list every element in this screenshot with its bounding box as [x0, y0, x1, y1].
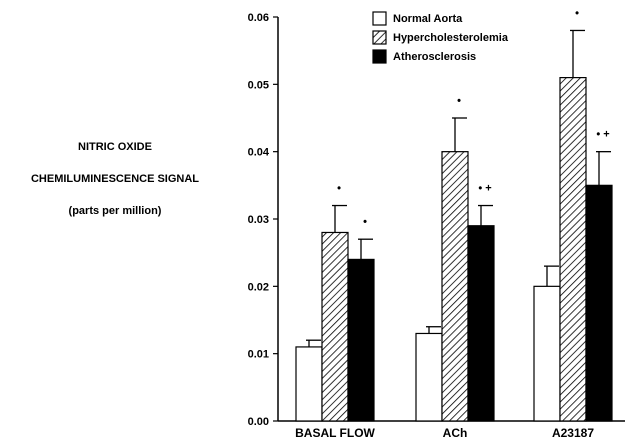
y-tick-label: 0.02: [248, 281, 269, 293]
bar-atherosclerosis-a23187: [585, 184, 613, 422]
y-tick-label: 0.04: [248, 147, 270, 159]
legend-label-atherosclerosis: Atherosclerosis: [393, 51, 476, 63]
y-axis-label-line3: (parts per million): [68, 205, 162, 217]
bar-normal-aorta-a23187: [533, 285, 561, 422]
significance-marker: •: [337, 183, 341, 195]
x-tick-label-basal-flow: BASAL FLOW: [295, 426, 375, 440]
significance-marker: • +: [478, 183, 491, 195]
legend-label-hypercholesterolemia: Hypercholesterolemia: [393, 32, 509, 44]
x-tick-label-ach: ACh: [443, 426, 468, 440]
y-tick-label: 0.00: [248, 416, 269, 428]
bar-atherosclerosis-ach: [467, 225, 495, 422]
legend-swatch-atherosclerosis: [372, 49, 387, 64]
significance-marker: •: [575, 7, 579, 19]
bar-hypercholesterolemia-basal-flow: [321, 231, 349, 422]
y-tick-label: 0.01: [248, 349, 269, 361]
legend-swatch-normal-aorta: [372, 11, 387, 26]
y-tick-label: 0.05: [248, 79, 269, 91]
significance-marker: • +: [596, 129, 609, 141]
x-tick-label-a23187: A23187: [552, 426, 594, 440]
y-tick-label: 0.06: [248, 12, 269, 24]
bar-hypercholesterolemia-a23187: [559, 76, 587, 422]
y-axis-label-line2: CHEMILUMINESCENCE SIGNAL: [30, 173, 200, 185]
y-axis-label-line1: NITRIC OXIDE: [78, 141, 152, 153]
significance-marker: •: [457, 95, 461, 107]
legend-label-normal-aorta: Normal Aorta: [393, 13, 463, 25]
bar-atherosclerosis-basal-flow: [347, 258, 375, 422]
bar-hypercholesterolemia-ach: [441, 151, 469, 422]
y-tick-label: 0.03: [248, 214, 269, 226]
significance-marker: •: [363, 216, 367, 228]
legend-swatch-hypercholesterolemia: [372, 30, 387, 45]
bar-normal-aorta-ach: [415, 332, 443, 422]
bar-normal-aorta-basal-flow: [295, 346, 323, 422]
